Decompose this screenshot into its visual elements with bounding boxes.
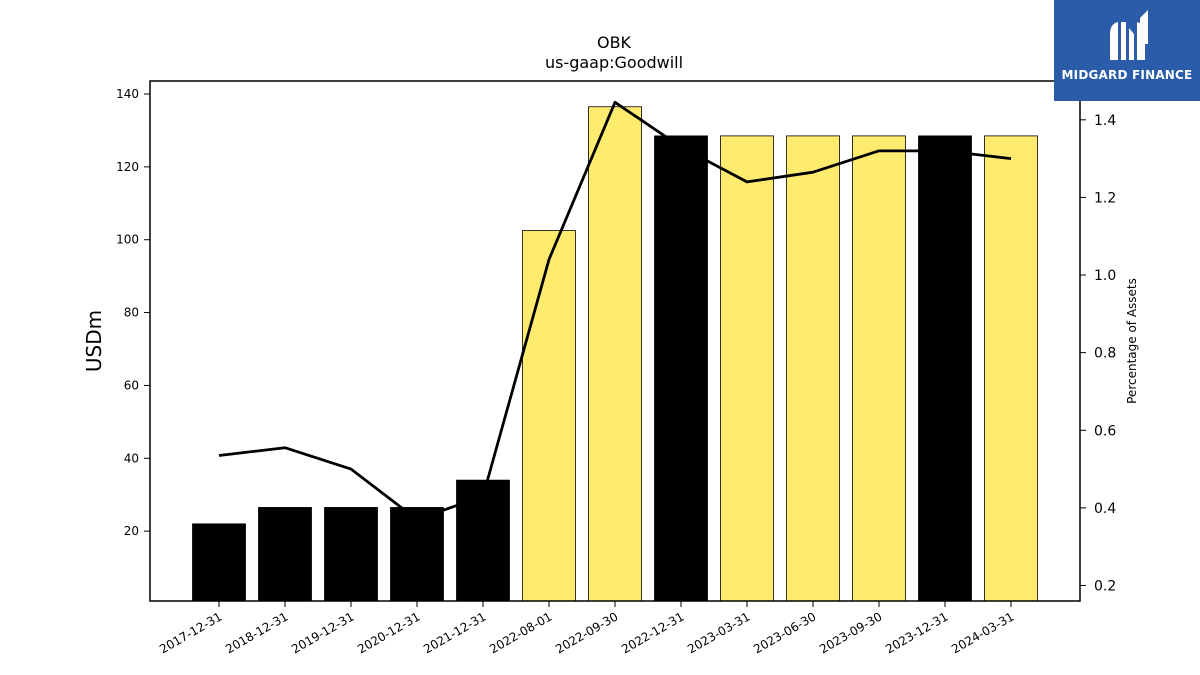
bar-2023-12-31 <box>918 135 972 602</box>
bar-2018-12-31 <box>258 507 312 602</box>
x-tick-label: 2022-09-30 <box>553 609 620 656</box>
x-tick-label: 2023-12-31 <box>883 609 950 656</box>
bar-2022-12-31 <box>654 135 708 602</box>
x-tick-label: 2022-12-31 <box>619 609 686 656</box>
chart-subtitle: us-gaap:Goodwill <box>545 53 683 72</box>
y2-tick-label: 1.0 <box>1094 268 1116 284</box>
bar-2023-06-30 <box>786 135 840 602</box>
x-tick-label: 2024-03-31 <box>949 609 1016 656</box>
y-tick-label: 100 <box>116 233 139 247</box>
y2-axis-label: Percentage of Assets <box>1125 278 1139 404</box>
x-tick-label: 2019-12-31 <box>289 609 356 656</box>
bar-2021-12-31 <box>456 479 510 602</box>
y-tick-label: 40 <box>124 451 139 465</box>
bar-2022-09-30 <box>588 106 642 602</box>
logo-mark-icon <box>1110 10 1148 60</box>
y2-tick-label: 1.2 <box>1094 190 1116 206</box>
y2-tick-label: 1.4 <box>1094 113 1116 129</box>
logo-text: MIDGARD FINANCE <box>1061 68 1193 82</box>
x-tick-label: 2023-06-30 <box>751 609 818 656</box>
y-tick-label: 120 <box>116 160 139 174</box>
percentage-of-assets-line <box>218 100 1012 521</box>
y-tick-label: 60 <box>124 378 139 392</box>
x-tick-label: 2017-12-31 <box>157 609 224 656</box>
x-tick-label: 2022-08-01 <box>487 609 554 656</box>
chart-title: OBK <box>597 33 632 52</box>
x-tick-label: 2021-12-31 <box>421 609 488 656</box>
x-tick-label: 2018-12-31 <box>223 609 290 656</box>
y-tick-label: 20 <box>124 524 139 538</box>
bar-2023-03-31 <box>720 135 774 602</box>
y2-tick-label: 0.6 <box>1094 423 1116 439</box>
y-tick-label: 140 <box>116 87 139 101</box>
bar-2017-12-31 <box>192 523 246 602</box>
bar-2024-03-31 <box>984 135 1038 602</box>
x-tick-label: 2020-12-31 <box>355 609 422 656</box>
x-tick-label: 2023-09-30 <box>817 609 884 656</box>
bar-2022-08-01 <box>522 230 576 602</box>
midgard-finance-logo: MIDGARD FINANCE <box>1054 0 1200 101</box>
bar-2023-09-30 <box>852 135 906 602</box>
bar-2020-12-31 <box>390 507 444 602</box>
bar-2019-12-31 <box>324 507 378 602</box>
x-tick-label: 2023-03-31 <box>685 609 752 656</box>
y-tick-label: 80 <box>124 306 139 320</box>
y2-tick-label: 0.2 <box>1094 578 1116 594</box>
y-axis-label: USDm <box>82 310 106 372</box>
y2-tick-label: 0.4 <box>1094 501 1116 517</box>
y2-tick-label: 0.8 <box>1094 346 1116 362</box>
